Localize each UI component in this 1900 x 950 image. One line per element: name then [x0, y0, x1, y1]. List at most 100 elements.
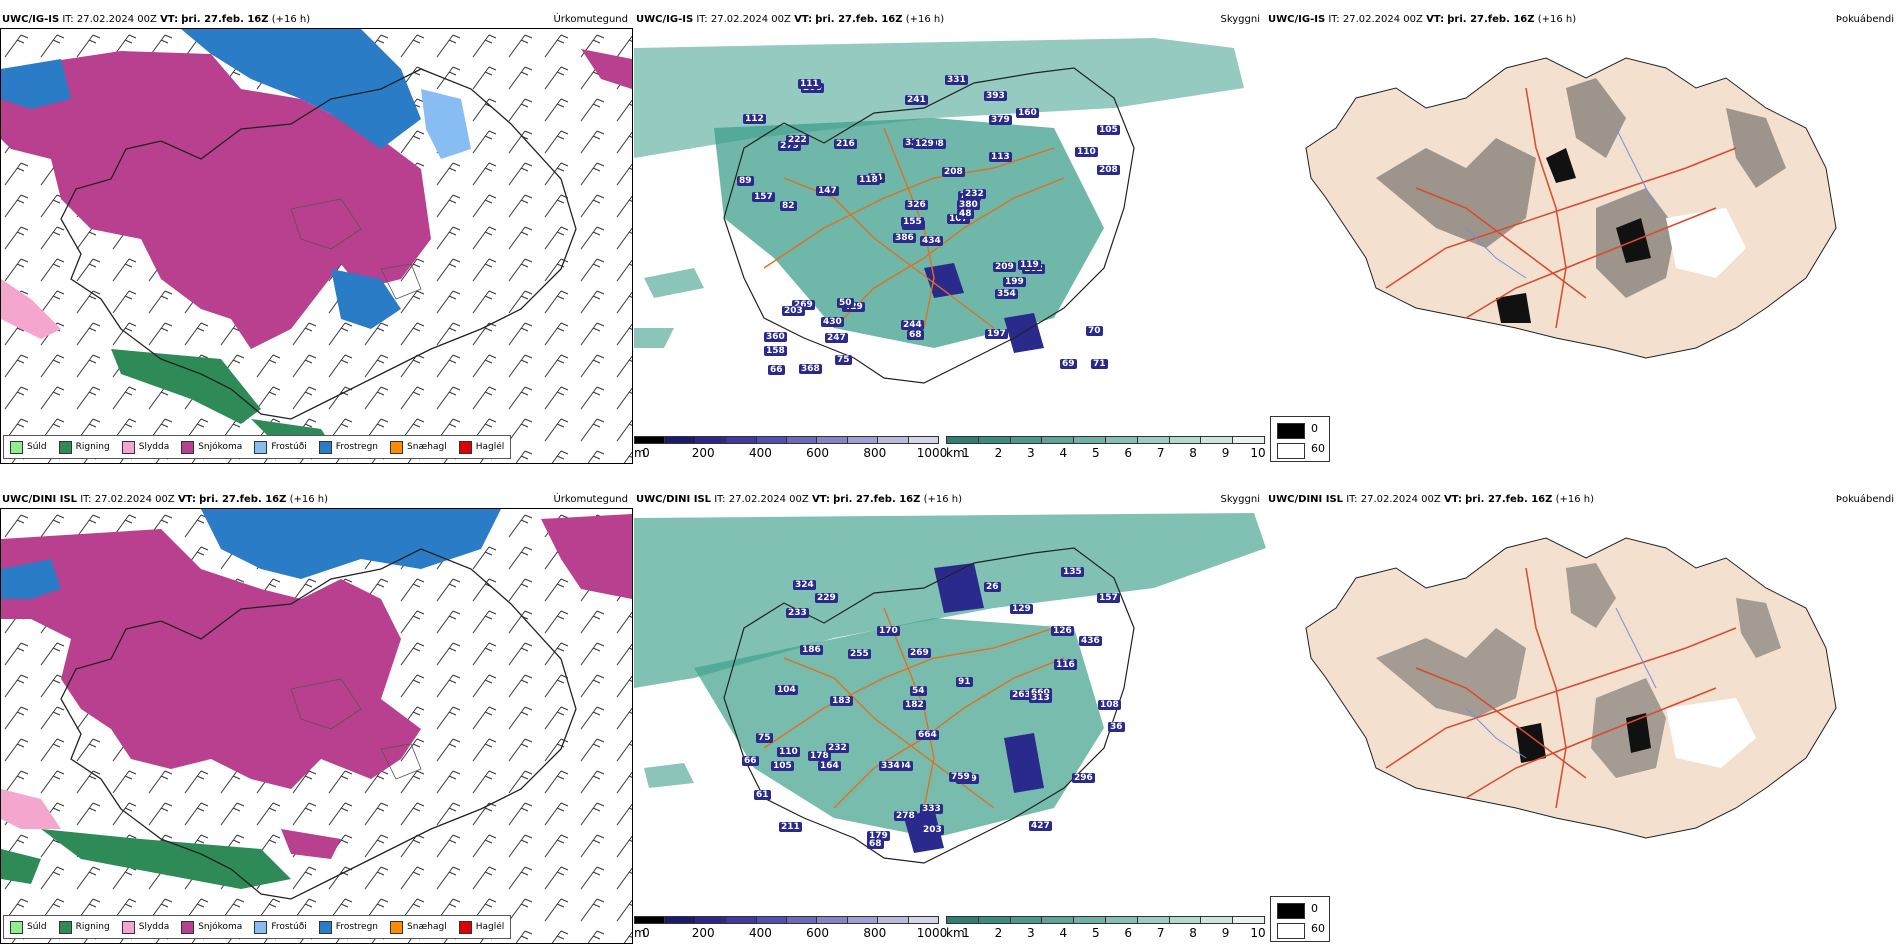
scale-tick: 400 [748, 926, 772, 940]
fog-index-zero [1666, 208, 1746, 278]
road-network [763, 607, 1065, 809]
cloud-base-label: 126 [1051, 626, 1074, 636]
cloud-base-label: 278 [894, 811, 917, 821]
model-name: UWC/DINI ISL [636, 494, 712, 505]
cloud-base-label: 232 [963, 189, 986, 199]
cloud-base-label: 208 [942, 167, 965, 177]
scale-tick: 8 [1189, 926, 1197, 940]
scale-segment [1200, 916, 1234, 924]
glacier-outlines [290, 678, 422, 780]
cloud-base-label: 178 [808, 751, 831, 761]
freezing-rain-area [1, 59, 71, 109]
road-network [1385, 567, 1737, 809]
legend-swatch [181, 440, 195, 454]
freezing-rain-area-south [331, 269, 401, 329]
visibility-panel-1: UWC/IG-IS IT: 27.02.2024 00Z VT: þri. 27… [634, 12, 1266, 464]
legend-label: Slydda [138, 442, 170, 452]
legend-item: Snjókoma [181, 920, 243, 934]
scale-segment [1136, 916, 1170, 924]
legend-swatch [458, 440, 472, 454]
scale-tick: 1000 [916, 926, 948, 940]
cloud-base-label: 182 [903, 700, 926, 710]
fog-index-max [1496, 148, 1651, 323]
scale-segment [907, 436, 939, 444]
init-time: 27.02.2024 00Z [94, 494, 175, 505]
scale-segment [786, 916, 818, 924]
cloud-base-label: 116 [1054, 660, 1077, 670]
road-network [1385, 87, 1737, 329]
cloud-base-label: 108 [1098, 700, 1121, 710]
legend-label: Súld [27, 442, 47, 452]
visibility-scale: km 1 2 3 4 5 6 7 8 9 10 [946, 436, 1266, 462]
scale-segment [1232, 436, 1265, 444]
valid-label: VT: [1426, 14, 1445, 25]
freezing-drizzle-area [421, 89, 471, 159]
cloud-base-labels: 2634276606643331701821781041081642291794… [634, 508, 1266, 904]
fog-map [1266, 508, 1900, 888]
lead-time: (+16 h) [1555, 494, 1595, 505]
cloud-base-label: 112 [743, 114, 766, 124]
valid-label: VT: [1443, 494, 1462, 505]
scale-segment [1168, 916, 1202, 924]
scale-tick: 800 [863, 446, 887, 460]
cloud-base-label: 104 [775, 685, 798, 695]
visibility-map-svg [634, 513, 1266, 864]
fog-low-label: 0 [1311, 902, 1318, 915]
cloud-base-label: 111 [798, 79, 821, 89]
scale-tick: 600 [806, 926, 830, 940]
precip-legend: Súld Rigning Slydda Snjókoma Frostúði Fr… [3, 915, 512, 939]
cloud-base-label: 313 [1029, 693, 1052, 703]
scale-segment [1041, 916, 1075, 924]
legend-label: Frostúði [271, 922, 307, 932]
cloud-base-label: 68 [867, 839, 884, 849]
low-visibility-area-land [694, 618, 1104, 838]
panel-header: UWC/DINI ISL IT: 27.02.2024 00Z VT: þri.… [636, 492, 1262, 508]
valid-time: þri. 27.feb. 16Z [1447, 14, 1535, 25]
init-time: 27.02.2024 00Z [728, 494, 809, 505]
cloud-base-label: 135 [1061, 567, 1084, 577]
cloud-base-label: 129 [913, 139, 936, 149]
legend-item: Súld [10, 440, 47, 454]
visibility-scale: km 1 2 3 4 5 6 7 8 9 10 [946, 916, 1266, 942]
scale-segment [877, 436, 909, 444]
cloud-base-label: 91 [956, 677, 973, 687]
cloud-base-label: 229 [815, 593, 838, 603]
precip-map: Súld Rigning Slydda Snjókoma Frostúði Fr… [0, 28, 633, 464]
cloud-base-label: 209 [993, 262, 1016, 272]
legend-label: Snjókoma [198, 922, 243, 932]
scale-tick: 4 [1059, 446, 1068, 460]
snow-area-ne [541, 514, 632, 599]
cloud-base-label: 216 [834, 139, 857, 149]
cloud-base-label: 664 [916, 730, 939, 740]
legend-label: Snjókoma [198, 442, 243, 452]
legend-swatch [10, 440, 23, 454]
cloud-base-label: 157 [752, 192, 775, 202]
scale-unit: m [634, 446, 646, 460]
cloud-base-label: 129 [1010, 604, 1033, 614]
cloud-base-label: 233 [786, 608, 809, 618]
scale-tick: 2 [994, 446, 1003, 460]
valid-label: VT: [811, 494, 830, 505]
panel-header: UWC/DINI ISL IT: 27.02.2024 00Z VT: þri.… [2, 492, 630, 508]
legend-swatch [390, 920, 404, 934]
cloud-base-label: 279 [778, 141, 801, 151]
fog-index-high [1376, 563, 1781, 778]
fog-map-svg [1305, 537, 1837, 839]
legend-item: Rigning [58, 440, 110, 454]
precip-legend: Súld Rigning Slydda Snjókoma Frostúði Fr… [3, 435, 512, 459]
valid-time: þri. 27.feb. 16Z [199, 494, 287, 505]
land-area [1305, 57, 1837, 359]
legend-label: Frostúði [271, 442, 307, 452]
cloud-base-label: 75 [756, 733, 773, 743]
cloud-base-label: 326 [905, 200, 928, 210]
cloud-base-label: 197 [985, 329, 1008, 339]
scale-segment [816, 916, 848, 924]
sleet-area [1, 279, 61, 339]
legend-label: Snæhagl [407, 442, 447, 452]
legend-item: Snjókoma [181, 440, 243, 454]
legend-item: Snæhagl [390, 440, 447, 454]
scale-tick: 3 [1027, 926, 1035, 940]
scale-segment [1105, 916, 1138, 924]
scale-segment [755, 916, 787, 924]
scale-segment [1073, 436, 1106, 444]
